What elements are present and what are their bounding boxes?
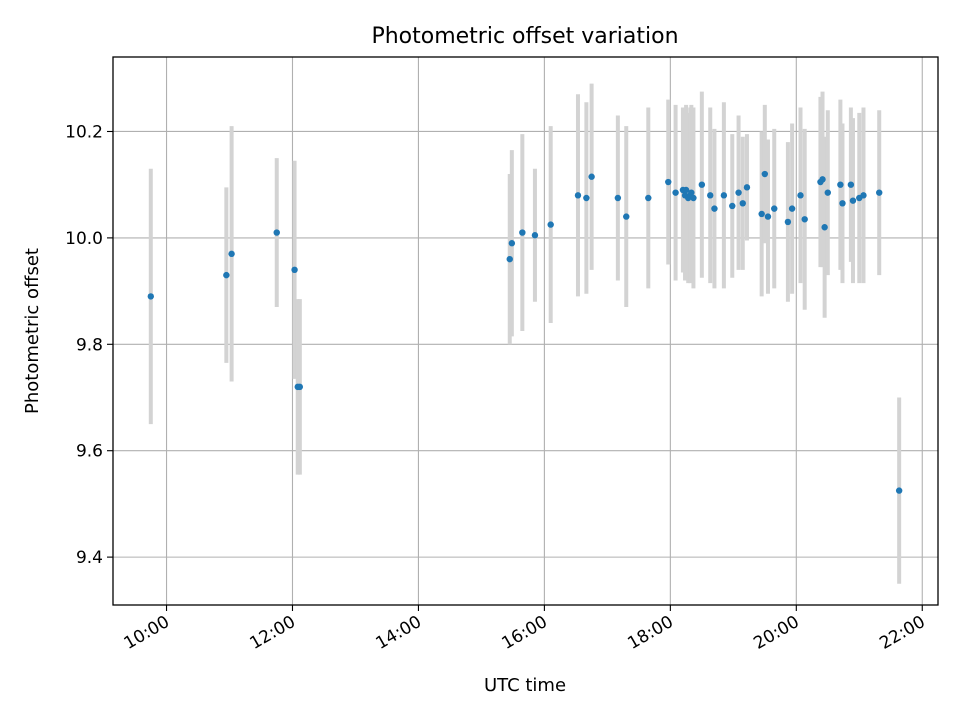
y-tick-label: 9.6: [76, 442, 103, 462]
data-point: [729, 203, 735, 209]
data-point: [228, 251, 234, 257]
y-tick-label: 9.4: [76, 548, 103, 568]
data-point: [762, 171, 768, 177]
y-tick-label: 10.2: [65, 122, 103, 142]
data-point: [690, 195, 696, 201]
data-point: [850, 197, 856, 203]
y-tick-label: 9.8: [76, 335, 103, 355]
data-point: [509, 240, 515, 246]
data-point: [507, 256, 513, 262]
chart-background: [0, 0, 960, 720]
data-point: [740, 200, 746, 206]
data-point: [821, 224, 827, 230]
data-point: [771, 205, 777, 211]
data-point: [721, 192, 727, 198]
data-point: [839, 200, 845, 206]
data-point: [575, 192, 581, 198]
data-point: [797, 192, 803, 198]
data-point: [744, 184, 750, 190]
data-point: [758, 211, 764, 217]
data-point: [297, 384, 303, 390]
data-point: [615, 195, 621, 201]
data-point: [291, 267, 297, 273]
data-point: [547, 221, 553, 227]
data-point: [274, 229, 280, 235]
x-axis-label: UTC time: [484, 675, 566, 696]
data-point: [801, 216, 807, 222]
data-point: [896, 487, 902, 493]
data-point: [148, 293, 154, 299]
data-point: [789, 205, 795, 211]
data-point: [735, 189, 741, 195]
y-axis-label: Photometric offset: [22, 248, 43, 414]
data-point: [665, 179, 671, 185]
data-point: [707, 192, 713, 198]
data-point: [645, 195, 651, 201]
data-point: [848, 181, 854, 187]
data-point: [583, 195, 589, 201]
data-point: [876, 189, 882, 195]
data-point: [223, 272, 229, 278]
data-point: [825, 189, 831, 195]
data-point: [623, 213, 629, 219]
y-tick-label: 10.0: [65, 229, 103, 249]
data-point: [819, 176, 825, 182]
chart: 10:00 12:00 14:00 16:00 18:00 20:00 22:00 9.49…: [0, 0, 960, 720]
data-point: [785, 219, 791, 225]
data-point: [588, 174, 594, 180]
data-point: [860, 192, 866, 198]
data-point: [672, 189, 678, 195]
data-point: [765, 213, 771, 219]
data-point: [519, 229, 525, 235]
data-point: [837, 181, 843, 187]
chart-title: Photometric offset variation: [371, 24, 678, 49]
data-point: [711, 205, 717, 211]
data-point: [532, 232, 538, 238]
data-point: [699, 181, 705, 187]
